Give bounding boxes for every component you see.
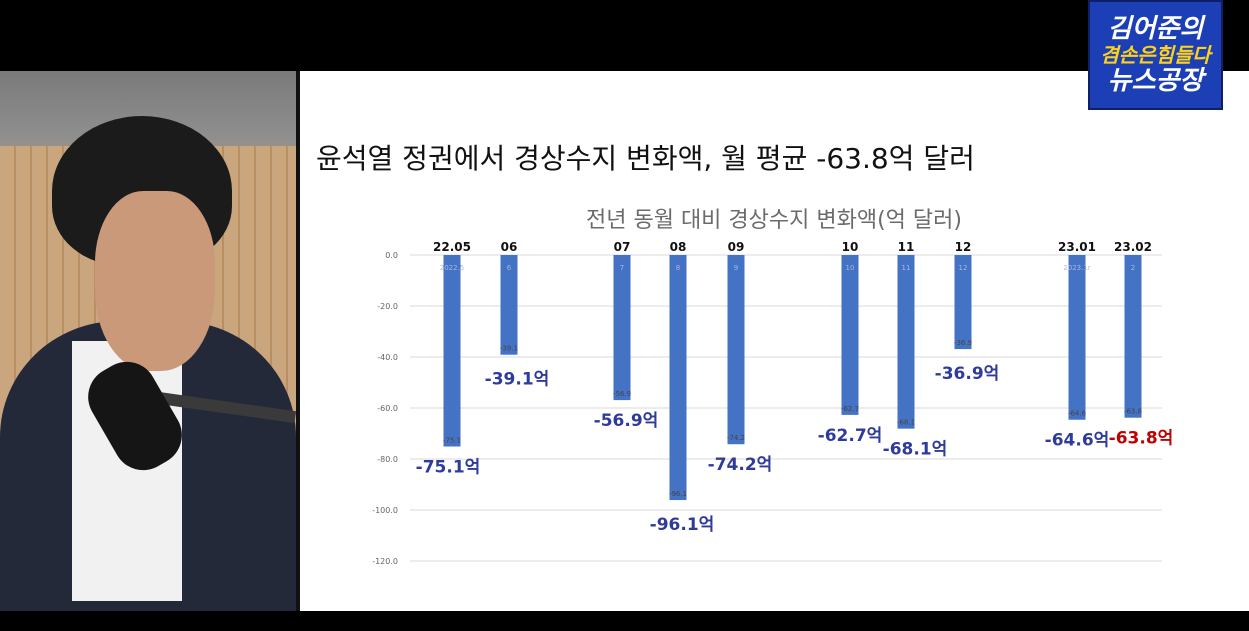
y-tick-label: 0.0 <box>385 251 398 260</box>
value-annotation: -63.8억 <box>1109 429 1174 449</box>
small-value-label: -56.9 <box>613 390 631 398</box>
small-value-label: -63.8 <box>1124 408 1142 416</box>
chart-title: 전년 동월 대비 경상수지 변화액(억 달러) <box>586 208 962 233</box>
category-label: 09 <box>728 240 745 254</box>
presentation-slide: 윤석열 정권에서 경상수지 변화액, 월 평균 -63.8억 달러 전년 동월 … <box>300 71 1249 611</box>
small-value-label: -75.1 <box>443 437 461 445</box>
category-label: 06 <box>501 240 518 254</box>
bottom-letterbox <box>0 611 1249 631</box>
chart-bar <box>954 255 972 350</box>
bar-inner-label: 12 <box>959 264 968 272</box>
bar-inner-label: 2022.5 <box>440 264 465 272</box>
bar-inner-label: 11 <box>902 264 911 272</box>
y-tick-label: -20.0 <box>377 302 398 311</box>
bar-inner-label: 6 <box>507 264 512 272</box>
value-annotation: -39.1억 <box>485 370 550 390</box>
category-label: 11 <box>898 240 915 254</box>
chart-bar <box>1124 255 1142 418</box>
bar-inner-label: 2 <box>1131 264 1135 272</box>
value-annotation: -64.6억 <box>1045 431 1110 451</box>
bar-inner-label: 10 <box>846 264 855 272</box>
chart-bar <box>727 255 745 445</box>
chart-bar <box>1068 255 1086 420</box>
bar-inner-label: 9 <box>734 264 738 272</box>
bar-inner-label: 7 <box>620 264 624 272</box>
y-tick-label: -40.0 <box>377 353 398 362</box>
y-tick-label: -80.0 <box>377 455 398 464</box>
presenter-face <box>95 191 215 371</box>
category-label: 08 <box>670 240 687 254</box>
chart-bar <box>841 255 859 415</box>
small-value-label: -36.9 <box>954 339 972 347</box>
show-logo: 김어준의 겸손은힘들다 뉴스공장 <box>1088 0 1223 110</box>
value-annotation: -75.1억 <box>416 458 481 478</box>
chart-bar <box>443 255 461 447</box>
small-value-label: -96.1 <box>669 490 687 498</box>
small-value-label: -64.6 <box>1068 410 1087 418</box>
category-label: 23.01 <box>1058 240 1096 254</box>
small-value-label: -68.1 <box>897 419 915 427</box>
value-annotation: -74.2억 <box>708 455 773 475</box>
small-value-label: -39.1 <box>500 345 518 353</box>
bar-inner-label: 8 <box>676 264 680 272</box>
logo-line-3: 뉴스공장 <box>1107 66 1204 96</box>
category-label: 10 <box>842 240 859 254</box>
category-label: 07 <box>614 240 631 254</box>
slide-heading: 윤석열 정권에서 경상수지 변화액, 월 평균 -63.8억 달러 <box>316 142 975 175</box>
category-label: 12 <box>955 240 972 254</box>
y-tick-label: -120.0 <box>372 557 398 566</box>
chart-bar <box>897 255 915 429</box>
video-feed <box>0 71 296 611</box>
category-label: 23.02 <box>1114 240 1152 254</box>
panel-divider <box>296 71 300 611</box>
small-value-label: -62.7 <box>841 405 859 413</box>
value-annotation: -36.9억 <box>935 364 1000 384</box>
y-tick-label: -60.0 <box>377 404 398 413</box>
chart-bar <box>613 255 631 401</box>
value-annotation: -68.1억 <box>883 440 948 460</box>
small-value-label: -74.2 <box>727 434 745 442</box>
value-annotation: -62.7억 <box>818 426 883 446</box>
chart-bar <box>500 255 518 355</box>
bar-inner-label: 2023.1r <box>1063 264 1090 272</box>
value-annotation: -96.1억 <box>650 515 715 535</box>
chart-bar <box>669 255 687 501</box>
category-label: 22.05 <box>433 240 471 254</box>
bar-chart: 전년 동월 대비 경상수지 변화액(억 달러) 0.0 -20.0 -40.0 -60.… <box>372 208 1174 566</box>
logo-line-1: 김어준의 <box>1107 14 1204 44</box>
logo-line-2: 겸손은힘들다 <box>1100 43 1211 67</box>
value-annotation: -56.9억 <box>594 411 659 431</box>
y-tick-label: -100.0 <box>372 506 398 515</box>
top-letterbox <box>0 0 1249 71</box>
